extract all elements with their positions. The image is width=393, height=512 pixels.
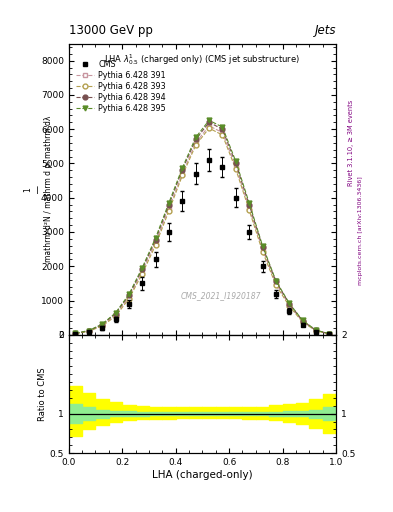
X-axis label: LHA (charged-only): LHA (charged-only)	[152, 470, 253, 480]
Text: mcplots.cern.ch [arXiv:1306.3436]: mcplots.cern.ch [arXiv:1306.3436]	[358, 176, 363, 285]
Legend: CMS, Pythia 6.428 391, Pythia 6.428 393, Pythia 6.428 394, Pythia 6.428 395: CMS, Pythia 6.428 391, Pythia 6.428 393,…	[73, 57, 169, 116]
Text: LHA $\lambda^1_{0.5}$ (charged only) (CMS jet substructure): LHA $\lambda^1_{0.5}$ (charged only) (CM…	[105, 52, 300, 67]
Text: Rivet 3.1.10, ≥ 3M events: Rivet 3.1.10, ≥ 3M events	[348, 100, 354, 186]
Text: 13000 GeV pp: 13000 GeV pp	[69, 24, 152, 37]
Y-axis label: 1
―
mathrm d²N / mathrm d pₜ mathrm dλ: 1 ― mathrm d²N / mathrm d pₜ mathrm dλ	[23, 116, 53, 262]
Text: Jets: Jets	[314, 24, 336, 37]
Text: CMS_2021_I1920187: CMS_2021_I1920187	[181, 291, 261, 300]
Y-axis label: Ratio to CMS: Ratio to CMS	[38, 367, 47, 421]
